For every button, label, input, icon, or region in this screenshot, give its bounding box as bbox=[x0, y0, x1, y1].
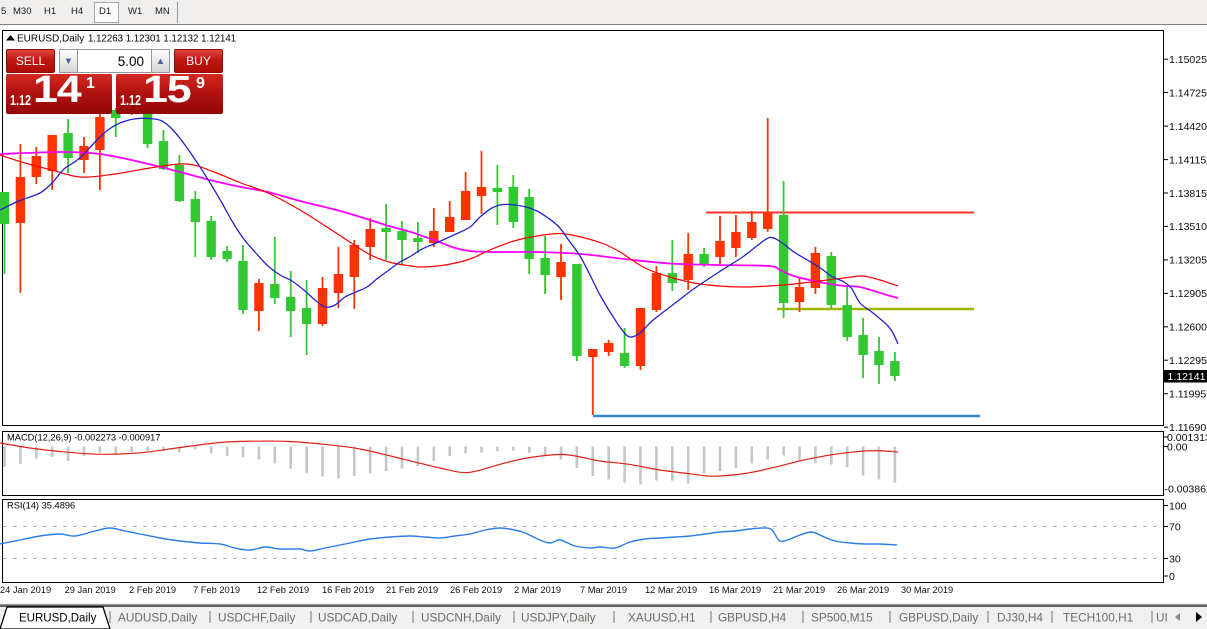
svg-text:TECH100,H1: TECH100,H1 bbox=[1063, 611, 1133, 625]
svg-text:1.12905: 1.12905 bbox=[1169, 288, 1207, 300]
svg-text:GBPUSD,Daily: GBPUSD,Daily bbox=[899, 611, 978, 625]
svg-text:EURUSD,Daily: EURUSD,Daily bbox=[19, 613, 97, 625]
svg-text:1.15025: 1.15025 bbox=[1169, 54, 1207, 66]
svg-text:1.13205: 1.13205 bbox=[1169, 255, 1207, 267]
svg-text:7 Mar 2019: 7 Mar 2019 bbox=[580, 585, 627, 595]
svg-text:1.12263 1.12301 1.12132 1.1214: 1.12263 1.12301 1.12132 1.12141 bbox=[88, 34, 236, 45]
svg-text:7 Feb 2019: 7 Feb 2019 bbox=[193, 585, 240, 595]
svg-text:USDCAD,Daily: USDCAD,Daily bbox=[318, 611, 397, 625]
svg-text:70: 70 bbox=[1169, 521, 1181, 533]
svg-text:USDCHF,Daily: USDCHF,Daily bbox=[218, 611, 295, 625]
svg-text:XAUUSD,H1: XAUUSD,H1 bbox=[628, 611, 696, 625]
svg-text:30: 30 bbox=[1169, 553, 1181, 565]
svg-text:RSI(14) 35.4896: RSI(14) 35.4896 bbox=[7, 501, 75, 511]
svg-text:USDJPY,Daily: USDJPY,Daily bbox=[521, 611, 596, 625]
svg-text:0: 0 bbox=[1169, 571, 1175, 583]
svg-text:0.0013134: 0.0013134 bbox=[1167, 432, 1207, 444]
svg-text:AUDUSD,Daily: AUDUSD,Daily bbox=[118, 611, 197, 625]
svg-text:2 Feb 2019: 2 Feb 2019 bbox=[129, 585, 176, 595]
svg-text:SP500,M15: SP500,M15 bbox=[811, 611, 873, 625]
svg-text:1.14420: 1.14420 bbox=[1169, 121, 1207, 133]
svg-text:26 Feb 2019: 26 Feb 2019 bbox=[450, 585, 502, 595]
svg-text:1.11690: 1.11690 bbox=[1169, 422, 1206, 434]
svg-text:1.14115: 1.14115 bbox=[1169, 154, 1206, 166]
svg-text:USDCNH,Daily: USDCNH,Daily bbox=[421, 611, 501, 625]
svg-text:1.12141: 1.12141 bbox=[1168, 371, 1206, 383]
svg-text:1.13815: 1.13815 bbox=[1169, 188, 1207, 200]
svg-text:MACD(12,26,9) -0.002273 -0.000: MACD(12,26,9) -0.002273 -0.000917 bbox=[7, 433, 161, 443]
svg-text:EURUSD,Daily: EURUSD,Daily bbox=[17, 34, 84, 45]
svg-text:12 Feb 2019: 12 Feb 2019 bbox=[257, 585, 309, 595]
svg-text:100: 100 bbox=[1169, 500, 1187, 512]
svg-text:24 Jan 2019: 24 Jan 2019 bbox=[0, 585, 51, 595]
svg-text:1.14725: 1.14725 bbox=[1169, 87, 1207, 99]
svg-text:12 Mar 2019: 12 Mar 2019 bbox=[645, 585, 697, 595]
svg-text:30 Mar 2019: 30 Mar 2019 bbox=[901, 585, 953, 595]
svg-text:26 Mar 2019: 26 Mar 2019 bbox=[837, 585, 889, 595]
svg-text:1.13510: 1.13510 bbox=[1169, 221, 1207, 233]
svg-text:29 Jan 2019: 29 Jan 2019 bbox=[65, 585, 116, 595]
svg-text:-0.0038624: -0.0038624 bbox=[1165, 483, 1207, 495]
svg-text:16 Feb 2019: 16 Feb 2019 bbox=[322, 585, 374, 595]
svg-text:DJ30,H4: DJ30,H4 bbox=[997, 611, 1043, 625]
svg-text:0.00: 0.00 bbox=[1167, 441, 1188, 453]
svg-text:UI: UI bbox=[1156, 611, 1168, 625]
svg-text:2 Mar 2019: 2 Mar 2019 bbox=[514, 585, 561, 595]
svg-text:1.12295: 1.12295 bbox=[1169, 355, 1207, 367]
svg-text:GBPUSD,H4: GBPUSD,H4 bbox=[718, 611, 787, 625]
svg-text:21 Mar 2019: 21 Mar 2019 bbox=[773, 585, 825, 595]
svg-text:21 Feb 2019: 21 Feb 2019 bbox=[386, 585, 438, 595]
svg-text:16 Mar 2019: 16 Mar 2019 bbox=[709, 585, 761, 595]
svg-text:1.12600: 1.12600 bbox=[1169, 322, 1207, 334]
svg-text:1.11995: 1.11995 bbox=[1169, 389, 1206, 401]
